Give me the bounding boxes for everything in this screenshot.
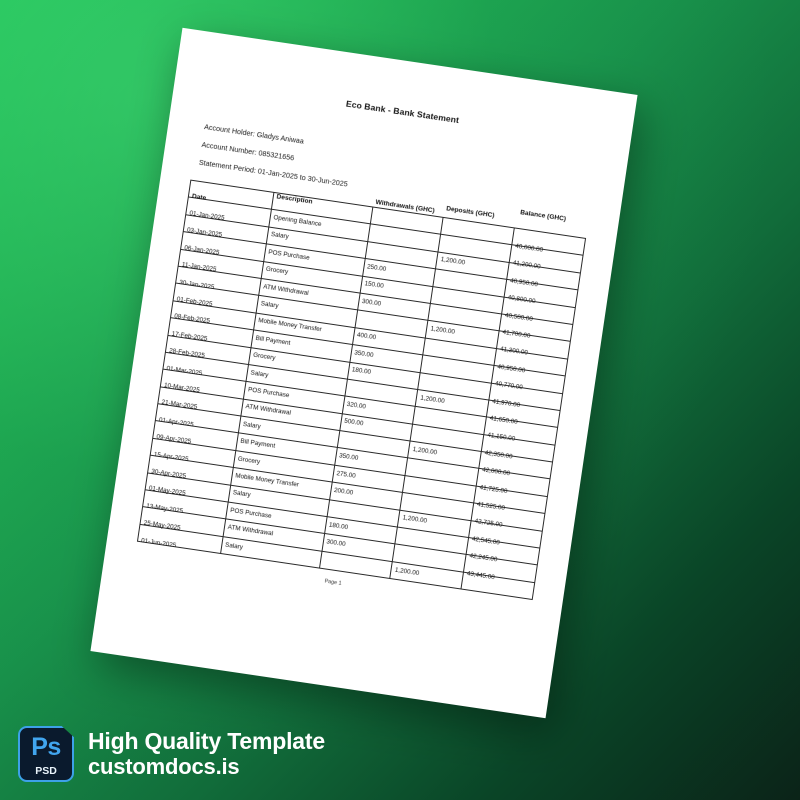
branding-block: Ps PSD High Quality Template customdocs.…: [18, 726, 325, 782]
document-preview[interactable]: Eco Bank - Bank Statement Account Holder…: [90, 27, 638, 719]
badge-ps-label: Ps: [31, 733, 61, 761]
badge-body: [18, 726, 74, 782]
table-body: 01-Jan-2025 Opening Balance 40,000.00 03-Ja…: [137, 197, 583, 600]
branding-site: customdocs.is: [88, 754, 240, 780]
transactions-table: Date Description Withdrawals (GHC) Depos…: [137, 180, 586, 601]
badge-psd-label: PSD: [35, 764, 57, 777]
branding-text: High Quality Template customdocs.is: [88, 727, 325, 780]
branding-headline: High Quality Template: [88, 727, 325, 754]
statement-page: Eco Bank - Bank Statement Account Holder…: [90, 27, 638, 719]
photoshop-psd-icon: Ps PSD: [18, 726, 74, 782]
